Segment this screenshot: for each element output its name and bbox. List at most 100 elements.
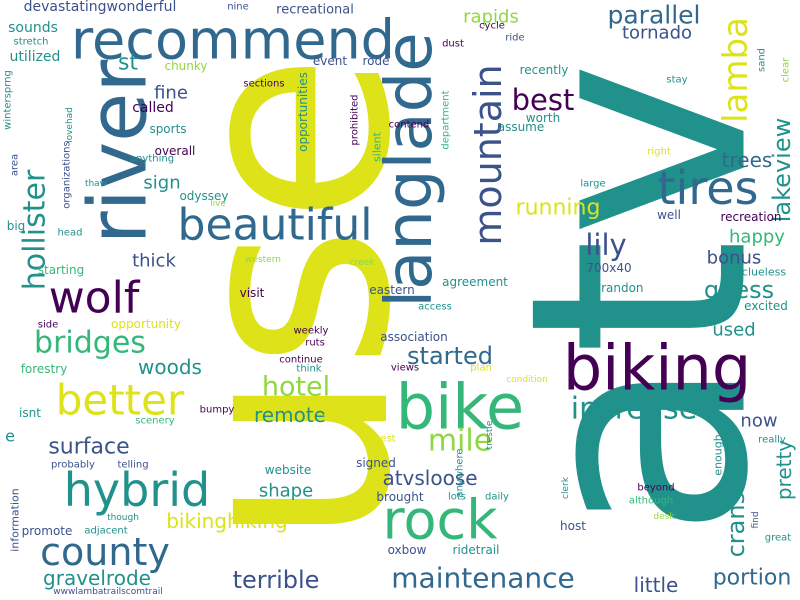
word-36: remote bbox=[254, 403, 326, 427]
word-42: little bbox=[634, 573, 679, 597]
word-128: brought bbox=[376, 490, 423, 504]
word-55: recreational bbox=[276, 3, 354, 18]
word-98: big bbox=[7, 219, 26, 233]
word-110: ruts bbox=[305, 338, 325, 349]
word-94: visit bbox=[240, 286, 265, 300]
word-27: terrible bbox=[233, 566, 320, 594]
word-131: clerk bbox=[561, 476, 571, 499]
word-19: increase bbox=[571, 392, 697, 427]
word-140: promote bbox=[22, 524, 73, 538]
word-18: maintenance bbox=[391, 562, 574, 595]
word-85: well bbox=[657, 208, 681, 222]
word-0: atv bbox=[466, 60, 800, 539]
word-142: though bbox=[107, 513, 139, 523]
word-83: right bbox=[647, 147, 671, 158]
word-77: worth bbox=[526, 111, 560, 125]
word-107: opportunity bbox=[111, 317, 181, 331]
word-125: telling bbox=[117, 460, 148, 471]
word-87: clueless bbox=[742, 266, 786, 279]
word-134: desk bbox=[653, 512, 675, 522]
word-26: cranston bbox=[722, 453, 750, 558]
word-119: bumpy bbox=[200, 405, 235, 416]
word-146: wwwlambatrailscomtrail bbox=[53, 587, 163, 597]
word-81: sand bbox=[757, 48, 768, 72]
word-63: chunky bbox=[164, 59, 207, 73]
word-92: eastern bbox=[369, 283, 414, 297]
word-7: recommend bbox=[71, 9, 395, 72]
word-68: overall bbox=[155, 144, 196, 158]
word-13: county bbox=[40, 530, 170, 574]
word-137: find bbox=[751, 511, 761, 528]
word-4: biking bbox=[563, 332, 751, 405]
word-141: adjacent bbox=[84, 526, 127, 537]
word-17: bridges bbox=[34, 326, 146, 361]
word-40: bikinghiking bbox=[166, 509, 288, 533]
word-111: think bbox=[296, 364, 321, 375]
word-67: sports bbox=[149, 122, 186, 136]
word-127: signed bbox=[356, 456, 396, 470]
word-2: river bbox=[72, 60, 165, 245]
word-65: rode bbox=[362, 54, 389, 68]
word-8: beautiful bbox=[178, 200, 373, 251]
word-58: ride bbox=[505, 33, 524, 44]
word-117: trestle bbox=[485, 420, 495, 449]
word-74: contend bbox=[389, 120, 430, 131]
word-129: lots bbox=[448, 492, 466, 503]
word-52: e bbox=[5, 427, 15, 446]
word-72: prohibited bbox=[350, 94, 361, 145]
word-105: organizations bbox=[62, 141, 73, 208]
word-50: used bbox=[712, 320, 755, 341]
word-113: views bbox=[391, 363, 419, 374]
word-126: website bbox=[265, 463, 312, 477]
word-38: shape bbox=[259, 481, 313, 502]
word-48: thick bbox=[132, 251, 176, 272]
word-43: rapids bbox=[463, 7, 519, 28]
word-135: enough bbox=[712, 434, 725, 475]
word-23: lily bbox=[585, 228, 626, 262]
word-24: parallel bbox=[607, 1, 700, 30]
word-78: recently bbox=[520, 63, 569, 77]
word-93: access bbox=[418, 302, 452, 313]
word-22: best bbox=[512, 83, 575, 117]
word-5: bike bbox=[396, 371, 524, 444]
word-64: event bbox=[313, 54, 347, 68]
word-56: dust bbox=[442, 39, 464, 50]
word-143: host bbox=[560, 519, 586, 533]
word-145: ridetrail bbox=[453, 543, 500, 557]
word-28: surface bbox=[48, 435, 129, 460]
word-15: lamba bbox=[716, 17, 756, 123]
word-6: rock bbox=[382, 489, 498, 552]
word-90: crandon bbox=[594, 281, 643, 295]
word-116: anywhere bbox=[455, 448, 466, 497]
word-118: forestry bbox=[21, 362, 68, 376]
word-1: use bbox=[127, 52, 453, 548]
word-9: tires bbox=[658, 161, 759, 215]
word-45: st bbox=[118, 51, 138, 76]
word-108: weekly bbox=[294, 326, 329, 337]
word-139: information bbox=[9, 488, 22, 552]
word-32: pretty bbox=[772, 440, 796, 500]
word-89: 700x40 bbox=[586, 261, 631, 275]
word-49: bonus bbox=[707, 248, 762, 269]
word-122: scenery bbox=[135, 416, 174, 427]
word-10: hybrid bbox=[64, 463, 210, 517]
word-75: department bbox=[441, 90, 452, 149]
word-102: wintersprng bbox=[3, 70, 14, 130]
word-44: tornado bbox=[622, 23, 692, 44]
word-59: sounds bbox=[8, 20, 58, 36]
word-16: hollister bbox=[18, 169, 53, 290]
word-33: portion bbox=[713, 566, 792, 591]
word-120: roughing bbox=[323, 412, 368, 423]
word-14: mountain bbox=[466, 64, 510, 245]
word-46: fine bbox=[154, 83, 188, 104]
word-132: beyond bbox=[637, 483, 674, 494]
word-57: cycle bbox=[479, 21, 505, 32]
word-61: utilized bbox=[10, 49, 61, 65]
word-114: plan bbox=[470, 363, 492, 374]
word-88: excited bbox=[744, 299, 788, 313]
word-3: langlade bbox=[373, 32, 447, 307]
word-96: creek bbox=[350, 258, 376, 268]
word-76: assume bbox=[498, 120, 545, 134]
